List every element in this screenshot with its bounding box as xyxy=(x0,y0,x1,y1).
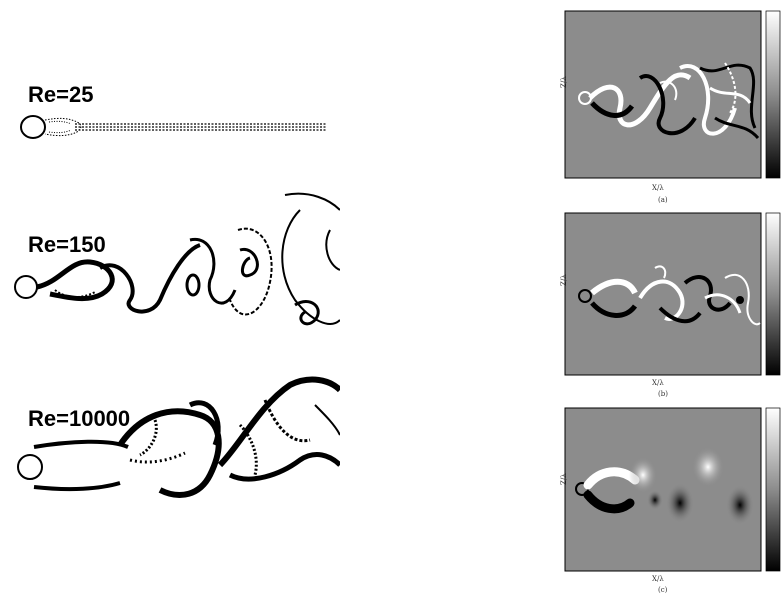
re-label: Re=25 xyxy=(28,82,94,107)
panel-caption: (c) xyxy=(658,586,668,594)
plot-area xyxy=(564,212,762,376)
panel-caption: (a) xyxy=(658,196,668,204)
colorbar xyxy=(765,407,781,572)
cylinder xyxy=(14,275,38,299)
wake-drawing-re10000 xyxy=(17,376,340,498)
panel-a: Z/λ X/λ (a) xyxy=(540,8,781,208)
panel-c-plot xyxy=(564,407,781,572)
colorbar xyxy=(765,10,781,179)
re-label: Re=150 xyxy=(28,232,106,257)
re-label: Re=10000 xyxy=(28,406,131,431)
cylinder xyxy=(20,115,46,139)
panel-caption: (b) xyxy=(658,390,668,398)
plot-area xyxy=(564,407,762,572)
panel-b-plot xyxy=(564,212,781,376)
panel-a-plot xyxy=(564,10,781,179)
x-axis-label: X/λ xyxy=(652,575,664,583)
vortex-pattern xyxy=(578,62,760,140)
panel-b: Z/λ X/λ (b) xyxy=(540,208,781,403)
colorbar xyxy=(765,212,781,376)
cylinder xyxy=(17,454,43,480)
wake-drawing-re150 xyxy=(14,192,340,326)
x-axis-label: X/λ xyxy=(652,184,664,192)
panel-c: Z/λ X/λ (c) xyxy=(540,405,781,599)
wake-drawing-re25 xyxy=(20,115,327,139)
vortex-pattern xyxy=(578,265,761,326)
x-axis-label: X/λ xyxy=(652,379,664,387)
y-axis-label: Z/λ xyxy=(560,473,568,485)
vortex-pattern xyxy=(575,447,754,525)
y-axis-label: Z/λ xyxy=(560,274,568,286)
y-axis-label: Z/λ xyxy=(560,76,568,88)
